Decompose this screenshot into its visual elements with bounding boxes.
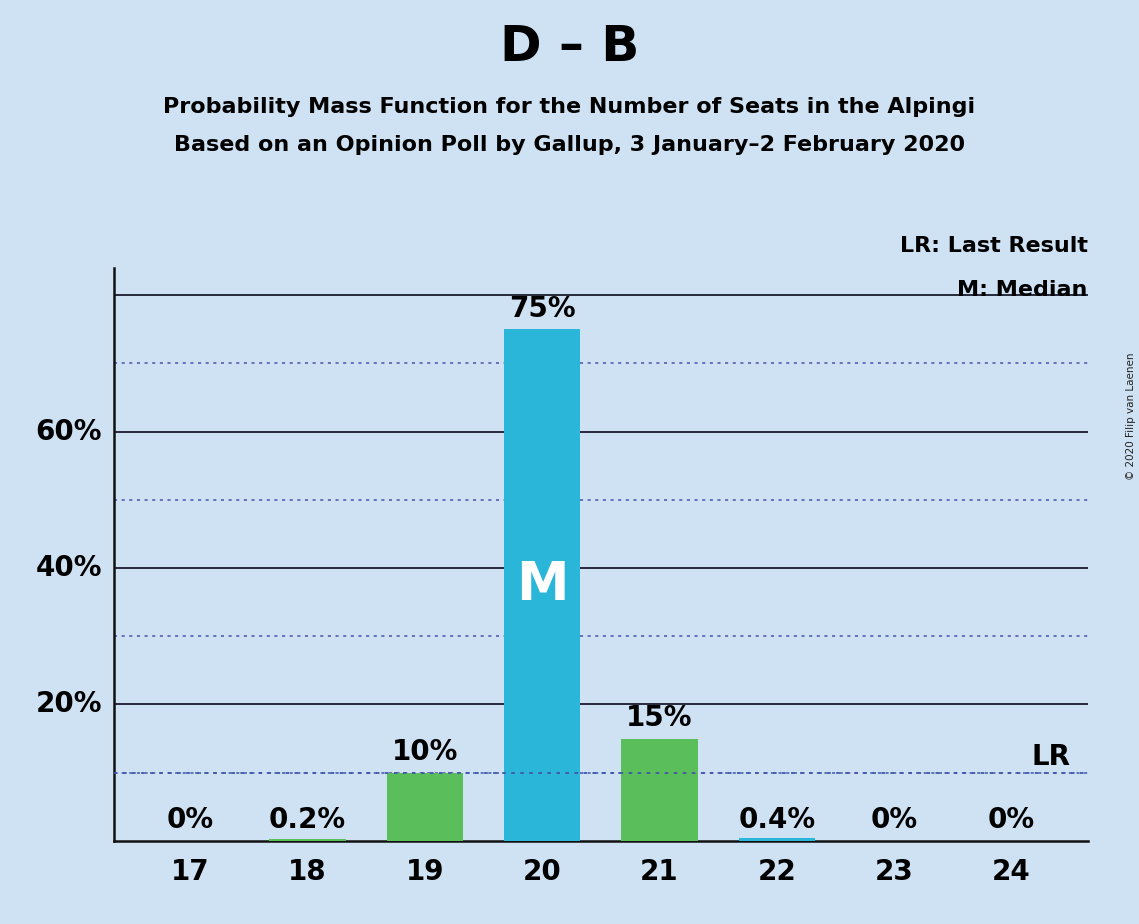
Text: 60%: 60%	[35, 418, 103, 445]
Text: 75%: 75%	[509, 295, 575, 322]
Text: M: Median: M: Median	[958, 280, 1088, 300]
Text: © 2020 Filip van Laenen: © 2020 Filip van Laenen	[1126, 352, 1136, 480]
Text: 10%: 10%	[392, 738, 458, 766]
Text: 0.2%: 0.2%	[269, 806, 346, 834]
Text: 20%: 20%	[35, 690, 103, 719]
Text: D – B: D – B	[500, 23, 639, 71]
Text: 0.4%: 0.4%	[738, 806, 816, 834]
Text: Probability Mass Function for the Number of Seats in the Alpingi: Probability Mass Function for the Number…	[163, 97, 976, 117]
Bar	[622, 738, 697, 841]
Text: M: M	[516, 559, 568, 611]
Bar	[505, 329, 580, 841]
Text: 15%: 15%	[626, 704, 693, 732]
Text: 0%: 0%	[870, 806, 918, 834]
Bar	[739, 838, 814, 841]
Text: 40%: 40%	[35, 554, 103, 582]
Text: LR: Last Result: LR: Last Result	[900, 236, 1088, 256]
Text: LR: LR	[1031, 743, 1071, 771]
Text: 0%: 0%	[988, 806, 1035, 834]
Bar	[387, 772, 462, 841]
Text: Based on an Opinion Poll by Gallup, 3 January–2 February 2020: Based on an Opinion Poll by Gallup, 3 Ja…	[174, 135, 965, 155]
Bar	[269, 840, 345, 841]
Text: 0%: 0%	[166, 806, 214, 834]
